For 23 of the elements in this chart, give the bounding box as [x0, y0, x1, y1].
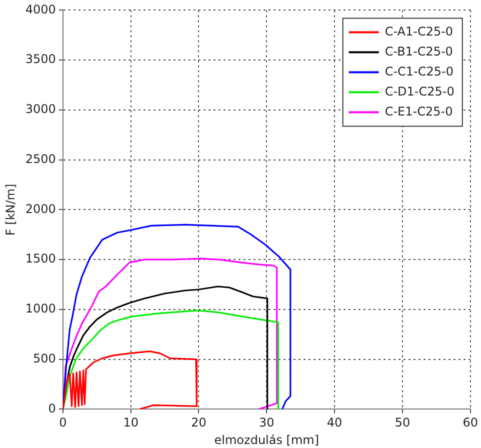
y-tick-label: 3000: [25, 102, 56, 116]
y-tick-label: 1000: [25, 302, 56, 316]
x-tick-label: 10: [123, 416, 138, 430]
y-tick-label: 0: [48, 401, 56, 416]
y-tick-label: 3500: [25, 52, 56, 66]
x-axis-title: elmozdulás [mm]: [214, 432, 320, 447]
legend-label: C-E1-C25-0: [384, 104, 453, 118]
x-tick-label: 0: [59, 416, 67, 430]
legend-label: C-C1-C25-0: [384, 64, 454, 78]
y-tick-label: 500: [33, 351, 56, 366]
x-tick-label: 40: [326, 416, 342, 430]
y-tick-label: 4000: [25, 2, 56, 16]
y-tick-label: 2500: [25, 152, 56, 166]
y-tick-label: 1500: [25, 252, 56, 266]
x-tick-label: 20: [191, 416, 206, 430]
legend-label: C-B1-C25-0: [384, 44, 453, 58]
y-tick-label: 2000: [25, 202, 56, 216]
x-tick-label: 50: [394, 416, 410, 430]
legend-label: C-A1-C25-0: [384, 24, 454, 38]
y-axis-title: F [kN/m]: [3, 184, 18, 236]
legend-label: C-D1-C25-0: [384, 84, 454, 98]
x-tick-label: 30: [259, 416, 274, 430]
x-tick-label: 60: [462, 416, 478, 430]
